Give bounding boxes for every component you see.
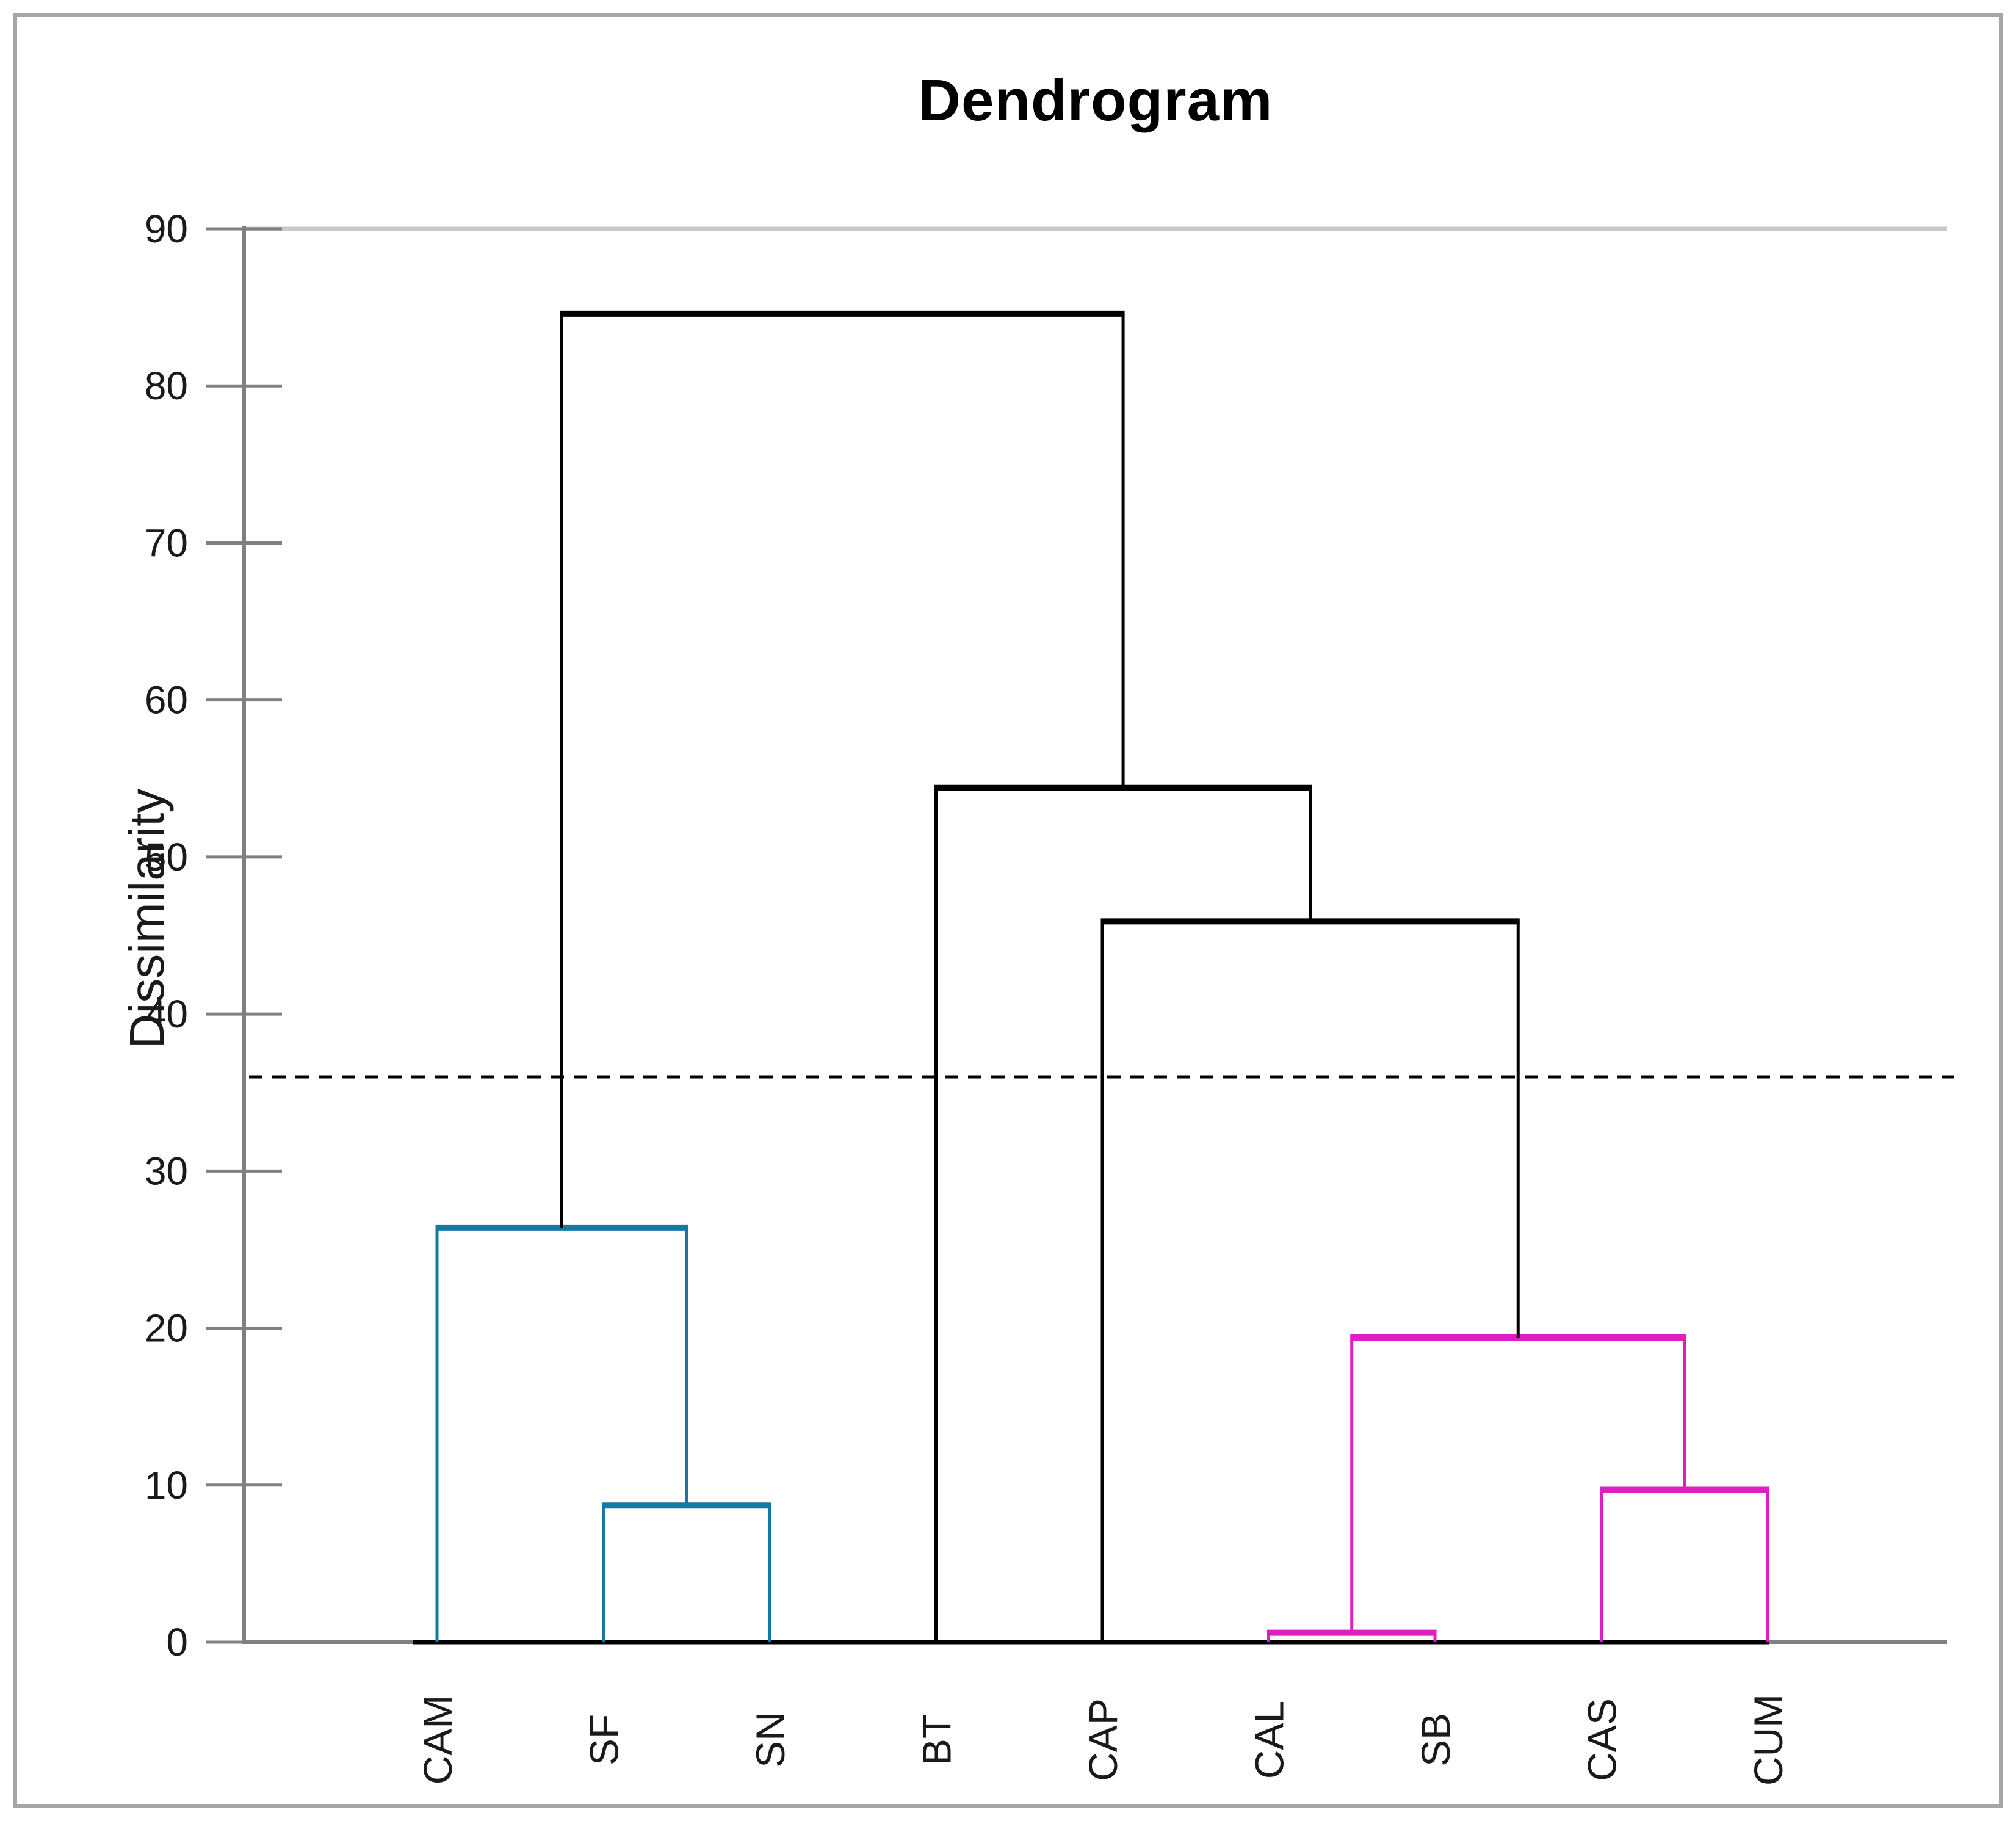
x-axis-label: SB: [1413, 1713, 1458, 1767]
y-tick-label: 0: [166, 1620, 188, 1664]
y-tick-label: 10: [145, 1463, 188, 1507]
y-tick-label: 60: [145, 678, 188, 722]
y-tick-label: 80: [145, 364, 188, 408]
x-axis-label: SN: [748, 1712, 793, 1768]
x-axis-label: CUM: [1746, 1694, 1791, 1786]
y-tick-label: 70: [145, 521, 188, 565]
x-axis-label: CAL: [1247, 1701, 1292, 1779]
y-tick-label: 30: [145, 1149, 188, 1193]
x-axis-label: SF: [582, 1714, 627, 1765]
y-tick-label: 50: [145, 835, 188, 879]
x-axis-label: CAS: [1580, 1698, 1625, 1781]
chart-title: Dendrogram: [918, 68, 1273, 133]
y-tick-label: 90: [145, 207, 188, 251]
x-axis-label: CAM: [415, 1695, 460, 1785]
y-tick-label: 40: [145, 992, 188, 1036]
x-axis-label: BT: [914, 1714, 959, 1765]
y-tick-label: 20: [145, 1306, 188, 1350]
figure-border: [13, 13, 2003, 1808]
x-axis-label: CAP: [1080, 1698, 1125, 1781]
